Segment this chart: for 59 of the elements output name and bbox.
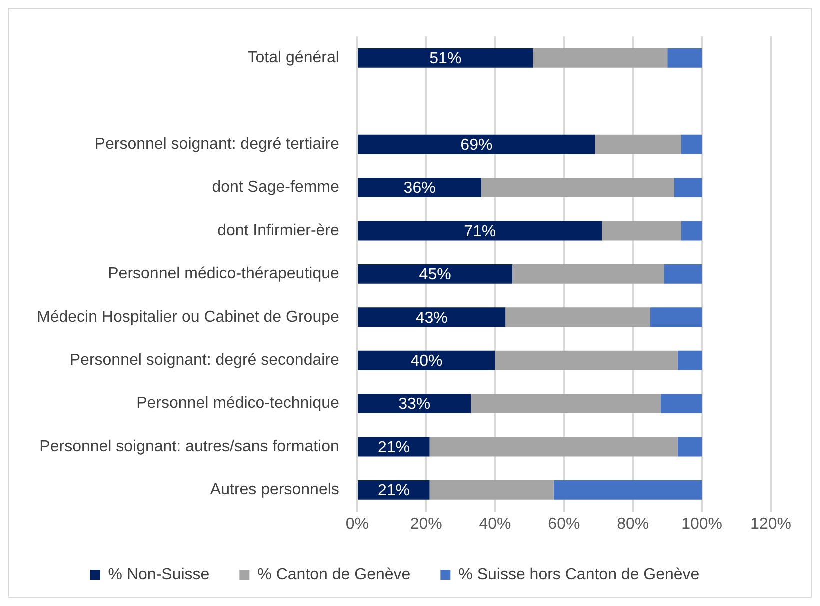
bar	[358, 178, 482, 198]
x-tick-label: 60%	[548, 516, 580, 533]
x-tick-label: 20%	[410, 516, 442, 533]
bar	[678, 437, 702, 457]
bar	[358, 308, 506, 328]
bar	[512, 264, 664, 284]
bar	[681, 134, 702, 154]
data-label: 71%	[464, 223, 496, 240]
y-tick-label: dont Infirmier-ère	[218, 222, 340, 240]
data-label: 45%	[419, 266, 452, 284]
bar	[595, 134, 682, 154]
data-label: 21%	[378, 482, 410, 500]
x-tick-label: 40%	[479, 516, 512, 533]
y-tick-label: Personnel médico-technique	[136, 395, 340, 412]
data-label: 21%	[378, 439, 410, 456]
bar	[660, 394, 702, 414]
legend-label: % Suisse hors Canton de Genève	[458, 566, 700, 584]
legend-label: % Canton de Genève	[258, 566, 411, 584]
y-tick-label: Total général	[248, 50, 340, 67]
bar	[471, 394, 661, 414]
data-label: 43%	[416, 310, 448, 327]
y-tick-label: Personnel soignant: autres/sans formation	[40, 438, 340, 456]
bar	[506, 308, 650, 328]
x-tick-label: 120%	[750, 516, 792, 533]
bar	[678, 350, 702, 370]
bar	[358, 48, 534, 68]
data-label: 40%	[410, 353, 443, 370]
bar	[533, 48, 668, 68]
bar	[554, 480, 702, 500]
y-tick-label: Personnel soignant: degré tertiaire	[94, 136, 340, 154]
bar	[674, 178, 702, 198]
bar	[358, 221, 602, 241]
bar	[358, 134, 596, 154]
y-tick-label: Autres personnels	[210, 482, 340, 499]
bar	[664, 264, 702, 284]
data-label: 36%	[404, 180, 436, 198]
data-label: 33%	[398, 396, 431, 414]
bar	[481, 178, 674, 198]
bar	[358, 350, 496, 370]
y-tick-label: Personnel soignant: degré secondaire	[70, 352, 340, 370]
bar	[681, 221, 702, 241]
bar	[495, 350, 678, 370]
bar	[602, 221, 682, 241]
y-tick-label: Personnel médico-thérapeutique	[108, 266, 340, 283]
x-tick-label: 80%	[617, 516, 650, 533]
bar	[668, 48, 702, 68]
bar	[358, 394, 472, 414]
bar	[358, 264, 512, 284]
data-label: 51%	[430, 50, 462, 68]
bar	[430, 437, 678, 457]
data-label: 69%	[460, 137, 493, 154]
legend-label: % Non-Suisse	[108, 566, 210, 584]
bar	[358, 480, 430, 500]
y-tick-label: dont Sage-femme	[212, 179, 340, 196]
bar	[430, 480, 554, 500]
x-tick-label: 100%	[682, 516, 723, 533]
bar	[650, 308, 702, 328]
y-tick-label: Médecin Hospitalier ou Cabinet de Groupe	[36, 308, 340, 326]
x-tick-label: 0%	[346, 516, 369, 533]
